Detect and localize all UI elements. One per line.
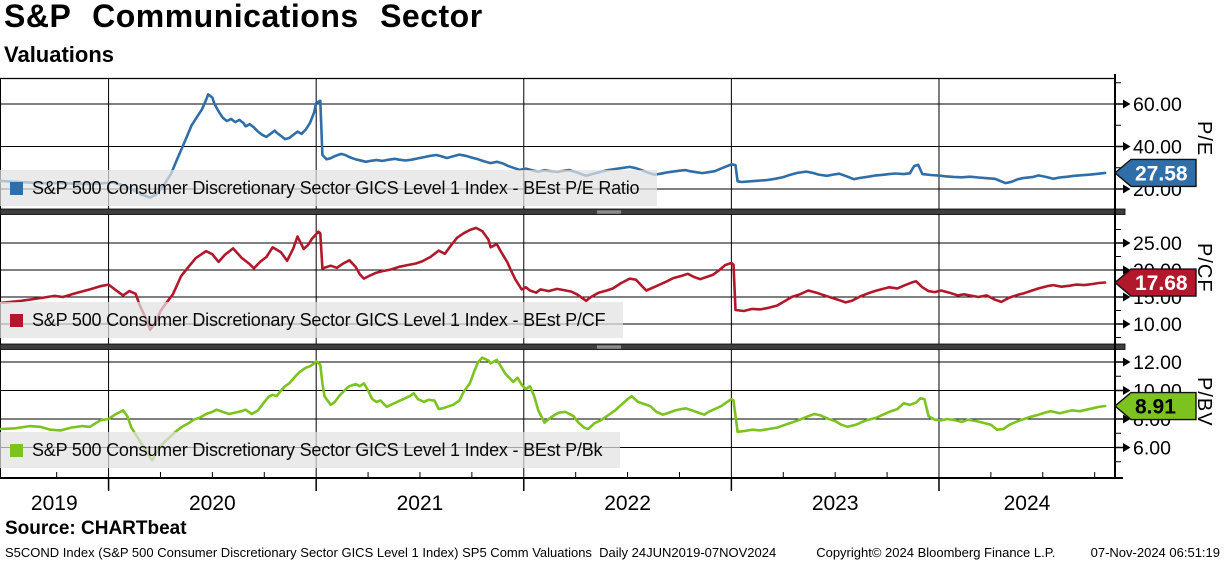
y-tick-arrow-icon <box>1123 319 1131 329</box>
axis-title-pe: P/E <box>1193 121 1215 157</box>
footnote-copyright: Copyright© 2024 Bloomberg Finance L.P. <box>816 545 1056 560</box>
y-tick-arrow-icon <box>1123 443 1131 452</box>
last-value-label: 17.68 <box>1135 272 1188 295</box>
x-year-label: 2019 <box>31 492 78 515</box>
y-tick-label: 10.00 <box>1133 314 1182 336</box>
y-tick-label: 6.00 <box>1133 438 1171 460</box>
panel-resize-handle[interactable] <box>597 345 621 347</box>
series-line-pbv <box>0 356 1107 462</box>
legend-pe[interactable]: S&P 500 Consumer Discretionary Sector GI… <box>0 170 658 206</box>
legend-pcf[interactable]: S&P 500 Consumer Discretionary Sector GI… <box>0 302 624 338</box>
footnote-descriptor: S5COND Index (S&P 500 Consumer Discretio… <box>5 545 777 560</box>
series-line-pe <box>0 93 1107 199</box>
y-tick-arrow-icon <box>1123 265 1131 275</box>
y-tick-arrow-icon <box>1123 142 1131 151</box>
axis-title-pcf: P/CF <box>1193 243 1215 293</box>
y-tick-arrow-icon <box>1123 414 1131 424</box>
last-value-label: 27.58 <box>1135 162 1188 185</box>
pe-series-swatch-icon <box>10 181 23 195</box>
x-year-label: 2021 <box>397 492 444 515</box>
y-tick-arrow-icon <box>1123 292 1131 302</box>
panel-resize-handle[interactable] <box>597 212 621 214</box>
last-value-badge <box>1113 158 1197 188</box>
footnote-row: S5COND Index (S&P 500 Consumer Discretio… <box>5 545 1220 560</box>
y-tick-label: 25.00 <box>1133 233 1182 255</box>
source-label: Source: CHARTbeat <box>5 518 187 539</box>
y-tick-arrow-icon <box>1123 357 1131 367</box>
legend-pbv-label: S&P 500 Consumer Discretionary Sector GI… <box>32 439 603 460</box>
panel-resize-handle[interactable] <box>597 210 621 212</box>
last-value-label: 8.91 <box>1135 396 1176 419</box>
x-year-label: 2024 <box>1004 492 1051 515</box>
y-tick-arrow-icon <box>1123 386 1131 395</box>
y-tick-label: 40.00 <box>1133 137 1182 159</box>
y-tick-label: 12.00 <box>1133 352 1182 374</box>
panel-resize-handle[interactable] <box>597 347 621 349</box>
panel-separator <box>0 208 1126 215</box>
y-tick-arrow-icon <box>1123 238 1131 248</box>
x-year-label: 2020 <box>189 492 236 515</box>
y-tick-arrow-icon <box>1123 99 1131 109</box>
y-tick-label: 60.00 <box>1133 94 1182 116</box>
x-year-label: 2022 <box>604 492 651 515</box>
last-value-badge <box>1113 268 1197 297</box>
legend-pbv[interactable]: S&P 500 Consumer Discretionary Sector GI… <box>0 432 621 468</box>
legend-pcf-label: S&P 500 Consumer Discretionary Sector GI… <box>32 309 606 330</box>
pbv-series-swatch-icon <box>10 443 23 457</box>
page-subtitle: Valuations <box>4 42 115 67</box>
legend-pe-label: S&P 500 Consumer Discretionary Sector GI… <box>32 177 640 198</box>
last-value-badge <box>1113 391 1197 421</box>
page-title: S&P Communications Sector <box>4 0 483 34</box>
series-line-pcf <box>0 226 1107 332</box>
x-year-label: 2023 <box>812 492 859 515</box>
pcf-series-swatch-icon <box>10 313 23 327</box>
y-tick-arrow-icon <box>1123 184 1131 194</box>
axis-title-pbv: P/BV <box>1193 377 1215 427</box>
footnote-timestamp: 07-Nov-2024 06:51:19 <box>1090 545 1220 560</box>
panel-separator <box>0 343 1126 350</box>
